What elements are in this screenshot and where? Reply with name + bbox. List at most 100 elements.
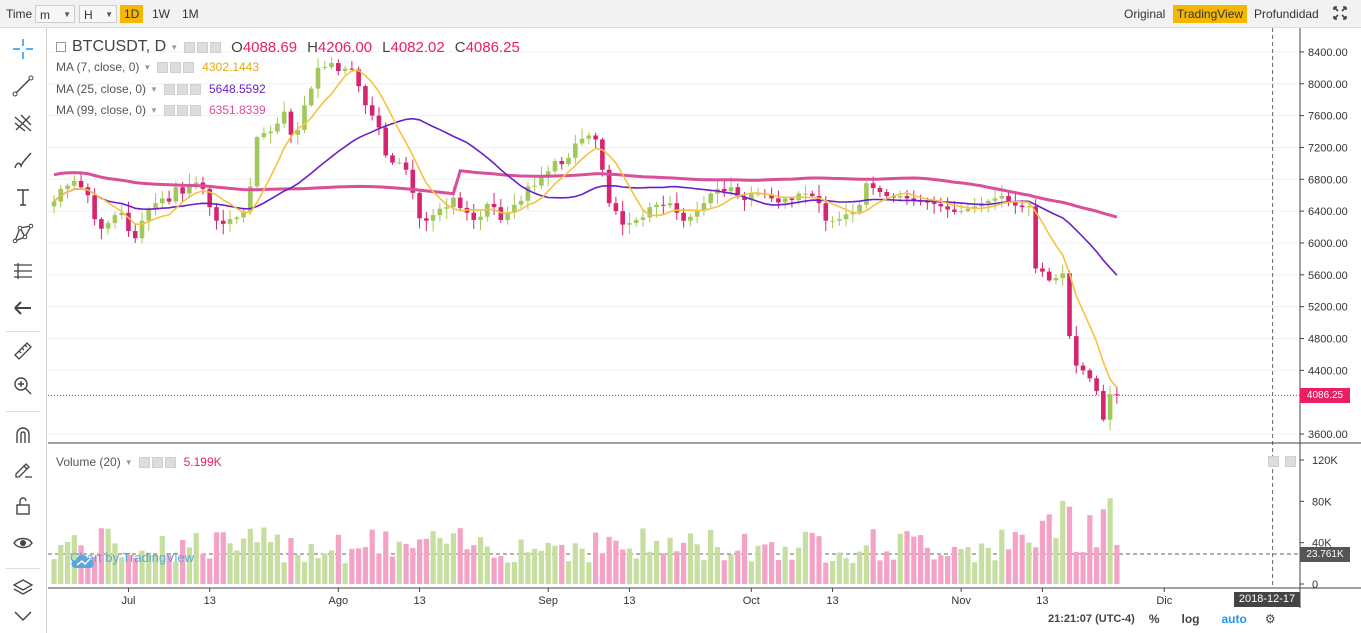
candle-body [112,215,118,224]
candle-body [1107,394,1113,420]
candle-body [952,209,957,212]
crosshair-icon[interactable] [6,34,40,64]
collapse-icon[interactable] [6,604,40,628]
close-icon[interactable] [183,61,195,73]
minute-select[interactable]: m ▼ [35,5,75,23]
interval-1d-button[interactable]: 1D [120,5,144,23]
candle-body [173,187,179,202]
volume-bar [403,543,409,584]
pattern-icon[interactable] [6,219,40,249]
eye-icon[interactable] [163,104,175,116]
time-tick-label: Sep [538,595,558,607]
arrow-left-icon[interactable] [6,293,40,323]
prediction-icon[interactable] [6,256,40,286]
volume-bar [653,540,660,584]
candle-body [958,211,964,213]
auto-scale-button[interactable]: auto [1221,612,1247,626]
candle-body [877,188,883,193]
volume-bar [572,543,578,584]
price-chart-canvas[interactable]: 8400.00 8000.00 7600.00 7200.00 6800.00 6400.… [48,28,1361,633]
chevron-down-icon[interactable]: ▼ [124,457,133,467]
eye-icon[interactable] [6,528,40,558]
volume-bar [762,544,768,584]
pane-up-icon[interactable] [1268,456,1279,467]
ruler-icon[interactable] [6,336,40,366]
candle-body [857,204,862,212]
tradingview-watermark[interactable]: Chart by TradingView [68,550,194,568]
volume-bar [599,553,605,584]
settings-icon[interactable] [176,104,188,116]
settings-icon[interactable] [170,61,182,73]
volume-bar [105,528,111,584]
text-tool-icon[interactable] [6,182,40,212]
volume-bar [829,561,836,584]
close-icon[interactable] [189,83,201,95]
log-scale-button[interactable]: log [1181,612,1200,626]
candle-body [1080,365,1086,371]
hour-select[interactable]: H ▼ [79,5,117,23]
candle-body [1033,206,1038,269]
interval-1w-button[interactable]: 1W [152,7,170,21]
zoom-in-icon[interactable] [6,371,40,401]
trend-line-icon[interactable] [6,71,40,101]
volume-bar [708,529,714,584]
eye-icon[interactable] [163,83,175,95]
view-original-button[interactable]: Original [1124,7,1166,21]
candle-body [1019,205,1025,208]
candle-body [897,196,903,198]
settings-icon[interactable] [151,456,163,468]
view-depth-button[interactable]: Profundidad [1254,7,1319,21]
pane-down-icon[interactable] [1285,456,1296,467]
interval-1m-button[interactable]: 1M [182,7,199,21]
volume-bar [945,556,951,584]
settings-icon[interactable] [176,83,188,95]
pitchfork-icon[interactable] [6,108,40,138]
magnet-icon[interactable] [6,420,40,450]
chevron-down-icon[interactable]: ▼ [150,84,158,94]
candle-body [1006,196,1011,202]
layers-icon[interactable] [6,573,40,603]
view-tradingview-button[interactable]: TradingView [1173,5,1248,23]
volume-bar [369,529,375,584]
candle-body [782,198,788,203]
eye-icon[interactable] [138,456,150,468]
candle-body [904,196,910,199]
candle-body [491,203,497,208]
eye-icon[interactable] [184,41,196,53]
chevron-down-icon[interactable]: ▼ [143,62,152,72]
main-legend: BTCUSDT, D ▼ O 4088.69 H 4206.00 L 4082.02 … [56,38,526,56]
lock-drawings-icon[interactable] [6,454,40,484]
settings-icon[interactable] [197,41,209,53]
candle-body [234,217,240,220]
volume-legend: Volume (20) ▼ 5.199K [56,455,222,469]
candle-body [342,68,348,72]
volume-bar [816,536,822,584]
volume-bar [92,556,98,584]
unlock-icon[interactable] [6,491,40,521]
chevron-down-icon[interactable]: ▼ [150,105,158,115]
brush-icon[interactable] [6,145,40,175]
collapse-legend-icon[interactable] [56,42,66,52]
eye-icon[interactable] [157,61,169,73]
close-icon[interactable] [164,456,176,468]
fullscreen-icon[interactable] [1328,5,1350,23]
volume-tick-label: 40K [1312,538,1332,550]
chevron-down-icon: ▼ [63,10,71,19]
gear-icon[interactable]: ⚙ [1264,612,1276,626]
candle-body [823,203,829,221]
volume-bar [694,544,700,584]
volume-bar [978,543,985,584]
chevron-down-icon[interactable]: ▼ [170,42,179,52]
candle-body [1101,391,1106,420]
close-icon[interactable] [210,41,222,53]
percent-scale-button[interactable]: % [1148,612,1160,626]
volume-bar [328,550,335,584]
close-icon[interactable] [189,104,201,116]
candle-body [613,203,619,212]
chart-area[interactable]: 8400.00 8000.00 7600.00 7200.00 6800.00 6400.… [48,28,1361,633]
volume-bar [308,543,314,584]
volume-bar [789,559,795,584]
candle-body [633,219,639,224]
candle-body [552,160,558,172]
volume-bar [721,560,727,584]
